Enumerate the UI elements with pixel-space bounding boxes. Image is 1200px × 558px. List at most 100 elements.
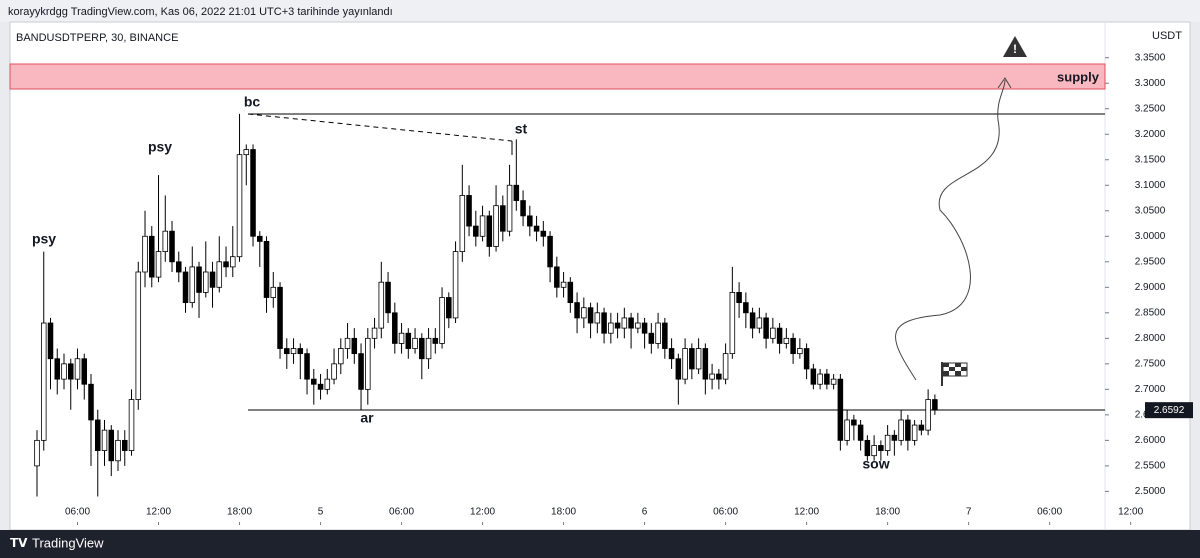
x-tick-label: 18:00: [875, 507, 900, 518]
candle-body: [486, 215, 493, 247]
candle-body: [736, 292, 742, 304]
candle-body: [176, 261, 182, 273]
candle-body: [290, 348, 297, 355]
candle-body: [803, 348, 810, 370]
candle-body: [533, 225, 540, 232]
projection-arrow: [895, 77, 1012, 381]
candle-body: [317, 383, 324, 390]
y-tick-label: 3.3000: [1135, 78, 1166, 89]
candle-body: [628, 317, 634, 329]
candle-body: [439, 297, 445, 344]
candle-body: [662, 322, 668, 349]
candle-body: [635, 322, 641, 329]
candle-body: [236, 154, 243, 258]
x-tick-label: 5: [318, 507, 324, 518]
annotation: ar: [360, 410, 374, 426]
candle-body: [128, 399, 135, 451]
candle-body: [459, 195, 466, 252]
candle-body: [932, 399, 938, 411]
candle-body: [182, 271, 189, 304]
candle-body: [466, 195, 472, 227]
footer-brand: TradingView: [32, 535, 104, 550]
candle-body: [189, 266, 196, 304]
candle-body: [324, 378, 331, 390]
candle-body: [94, 419, 101, 451]
last-price-tag: [1145, 402, 1193, 419]
candle-body: [844, 419, 850, 441]
candle-body: [365, 337, 371, 390]
x-tick-label: 06:00: [65, 507, 90, 518]
x-tick-label: 12:00: [470, 507, 495, 518]
axis-unit: USDT: [1152, 30, 1182, 42]
warning-mark: !: [1013, 42, 1017, 56]
candle-body: [169, 230, 175, 263]
y-tick-label: 2.6000: [1135, 435, 1166, 446]
candle-body: [641, 322, 648, 334]
y-tick-label: 3.0500: [1135, 205, 1166, 216]
candle-body: [263, 240, 270, 298]
annotation: sow: [862, 456, 889, 472]
candle-body: [689, 348, 695, 370]
candle-body: [371, 327, 378, 339]
candle-body: [864, 439, 871, 457]
x-tick-label: 7: [966, 507, 972, 518]
candle-body: [223, 261, 229, 268]
candle-body: [668, 348, 675, 360]
candle-body: [763, 317, 769, 339]
candle-body: [392, 312, 398, 344]
warning-icon: [1003, 36, 1027, 57]
x-tick-label: 18:00: [227, 507, 252, 518]
footer-bar: [0, 530, 1200, 558]
candle-body: [729, 292, 736, 355]
candle-body: [898, 419, 904, 441]
candle-body: [817, 373, 823, 385]
candle-body: [338, 348, 344, 365]
candle-body: [574, 302, 580, 319]
last-price-label: 2.6592: [1154, 405, 1185, 416]
candle-body: [830, 378, 837, 385]
candle-body: [122, 439, 128, 451]
candle-body: [162, 230, 169, 252]
candle-body: [67, 363, 74, 380]
candle-body: [608, 322, 614, 334]
candle-body: [587, 307, 594, 324]
candle-body: [716, 373, 722, 380]
candle-body: [358, 353, 364, 390]
candle-body: [216, 261, 223, 288]
y-tick-label: 3.2500: [1135, 103, 1166, 114]
candle-body: [601, 312, 607, 334]
candle-body: [304, 353, 310, 380]
flag-icon: [941, 362, 968, 386]
candle-body: [506, 184, 513, 232]
candle-body: [385, 281, 391, 314]
candle-body: [479, 215, 486, 237]
candle-body: [540, 230, 547, 237]
candle-body: [871, 445, 877, 457]
annotation: supply: [1057, 69, 1100, 84]
candle-body: [918, 424, 925, 431]
candle-body: [878, 445, 884, 451]
header-bar: [0, 0, 1200, 22]
y-tick-label: 2.8500: [1135, 307, 1166, 318]
candle-body: [567, 281, 574, 304]
candle-body: [884, 434, 891, 451]
y-tick-label: 2.7000: [1135, 384, 1166, 395]
candle-body: [743, 302, 749, 314]
supply-zone: [9, 63, 1106, 90]
candle-body: [749, 312, 756, 329]
candle-body: [702, 348, 709, 380]
candle-body: [594, 312, 601, 324]
candle-body: [905, 419, 911, 441]
candle-body: [783, 337, 790, 344]
x-tick-label: 06:00: [1037, 507, 1062, 518]
candle-body: [378, 281, 385, 329]
candle-body: [405, 332, 412, 349]
candle-body: [203, 271, 209, 293]
candle-body: [500, 205, 506, 232]
annotation: st: [515, 121, 528, 137]
y-tick-label: 3.3500: [1135, 52, 1166, 63]
candle-body: [621, 317, 628, 329]
candle-body: [695, 348, 702, 370]
candle-body: [284, 348, 290, 355]
